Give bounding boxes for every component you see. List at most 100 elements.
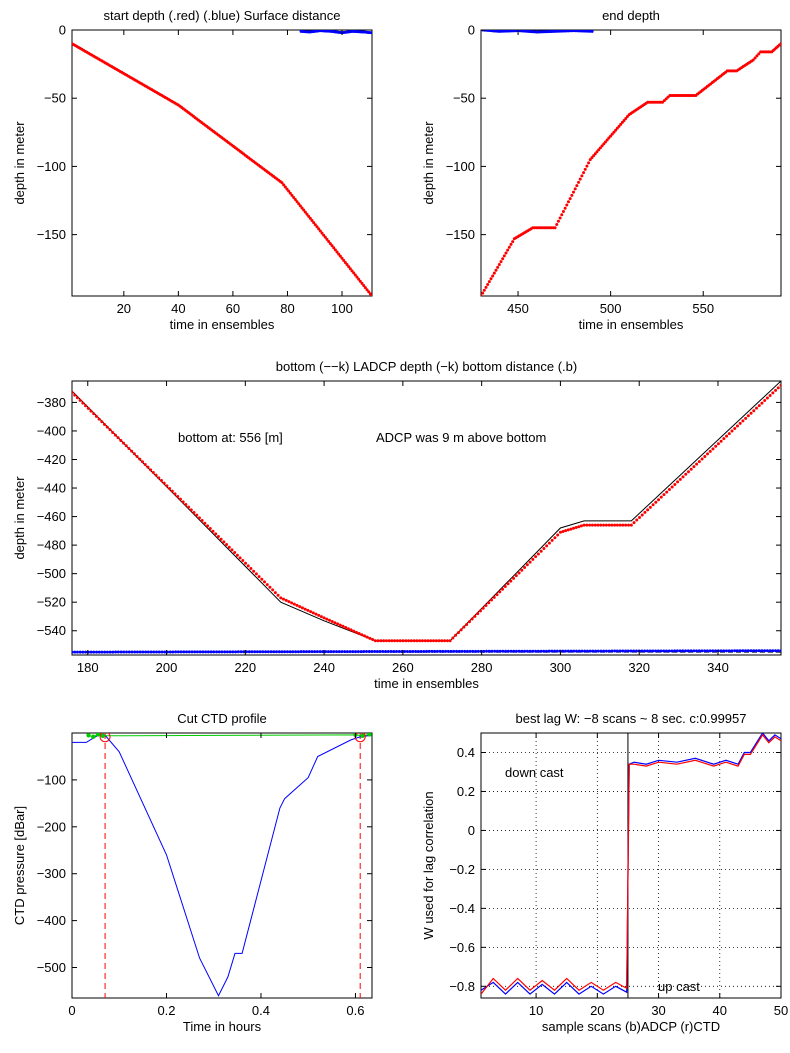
y-tick-label: −460 [37,509,66,524]
series-4-point [550,649,554,653]
series-2-point [596,523,600,527]
series-1-point [338,254,342,258]
series-4-point [168,650,172,654]
series-4-point [318,650,322,654]
x-tick-label: 30 [651,1003,665,1018]
series-1-point [612,130,616,134]
chart-title: best lag W: −8 scans ~ 8 sec. c:0.99957 [515,711,746,726]
chart-title: bottom (−−k) LADCP depth (−k) bottom dis… [276,359,577,374]
x-tick-label: 40 [713,1003,727,1018]
series-4-point [686,649,690,653]
series-4-point [302,650,306,654]
series-1-point [779,42,781,46]
series-4-point [299,650,303,654]
series-4-point [542,649,546,653]
series-1-point [313,223,317,227]
series-2-point [545,544,549,548]
series-2-point [290,601,294,605]
series-1-point [370,294,372,296]
series-4-point [95,650,99,654]
series-2-point [314,612,318,616]
series-4-point [626,649,630,653]
series-4-point [596,649,600,653]
series-2-point [401,639,405,643]
series-1-point [590,156,594,160]
series-2-point [94,414,98,418]
series-2-point [338,623,342,627]
x-tick-label: 0 [68,1003,75,1018]
series-2-point [577,525,581,529]
series-4-point [294,650,298,654]
series-4-point [678,649,682,653]
series-1-point [487,280,491,284]
series-2-point [556,533,560,537]
series-1-point [293,198,297,202]
series-4-point [144,650,148,654]
series-1-point [335,250,339,254]
x-tick-label: 50 [774,1003,788,1018]
x-tick-label: 200 [156,660,178,675]
series-2-point [346,627,350,631]
series-4-point [583,649,587,653]
series-2-point [509,579,513,583]
series-2-point [192,511,196,515]
series-1-point [348,267,352,271]
series-1-point [305,212,309,216]
series-4-point [187,650,191,654]
series-1-point [318,229,322,233]
series-2-point [368,636,372,640]
series-2-point [189,508,193,512]
x-tick-label: 20 [117,301,131,316]
series-2-point [760,401,764,405]
plot-content [481,733,781,998]
series-4-point [92,650,96,654]
series-4-point [487,649,491,653]
series-4-point [768,649,772,653]
series-2-point [146,465,150,469]
series-4-point [397,649,401,653]
series-2-point [572,526,576,530]
series-1-point [489,277,493,281]
series-2-point [539,549,543,553]
series-2-point [214,532,218,536]
series-2-point [393,639,397,643]
series-2-point [100,420,104,424]
series-4-point [125,650,129,654]
series-4-point [506,649,510,653]
series-2-point [459,628,463,632]
x-tick-label: 100 [331,301,353,316]
series-2-point [492,595,496,599]
series-4-point [280,650,284,654]
series-2-point [462,625,466,629]
series-1-point [353,273,357,277]
series-4-point [310,650,314,654]
series-2-point [640,513,644,517]
x-tick-label: 0.4 [252,1003,270,1018]
y-axis-label: depth in meter [421,121,436,205]
y-axis-label: depth in meter [12,476,27,560]
series-2-point [646,508,650,512]
series-2-point [610,523,614,527]
series-2-point [517,571,521,575]
series-4-point [138,650,142,654]
series-1-point [602,142,606,146]
series-1-point [553,226,557,230]
series-1-point [481,291,485,295]
series-4-point [697,649,701,653]
series-4-point [640,649,644,653]
series-4-point [765,649,769,653]
series-1-point [499,260,503,264]
series-1-point [620,120,624,124]
series-4-point [195,650,199,654]
series-4-point [694,649,698,653]
series-2-point [273,591,277,595]
series-4-point [332,650,336,654]
series-4-point [604,649,608,653]
y-tick-label: −380 [37,395,66,410]
series-2-point [590,523,594,527]
y-tick-label: −540 [37,623,66,638]
series-4-point [610,649,614,653]
series-2-point [697,460,701,464]
series-2-point [678,477,682,481]
series-2-point [763,399,767,403]
